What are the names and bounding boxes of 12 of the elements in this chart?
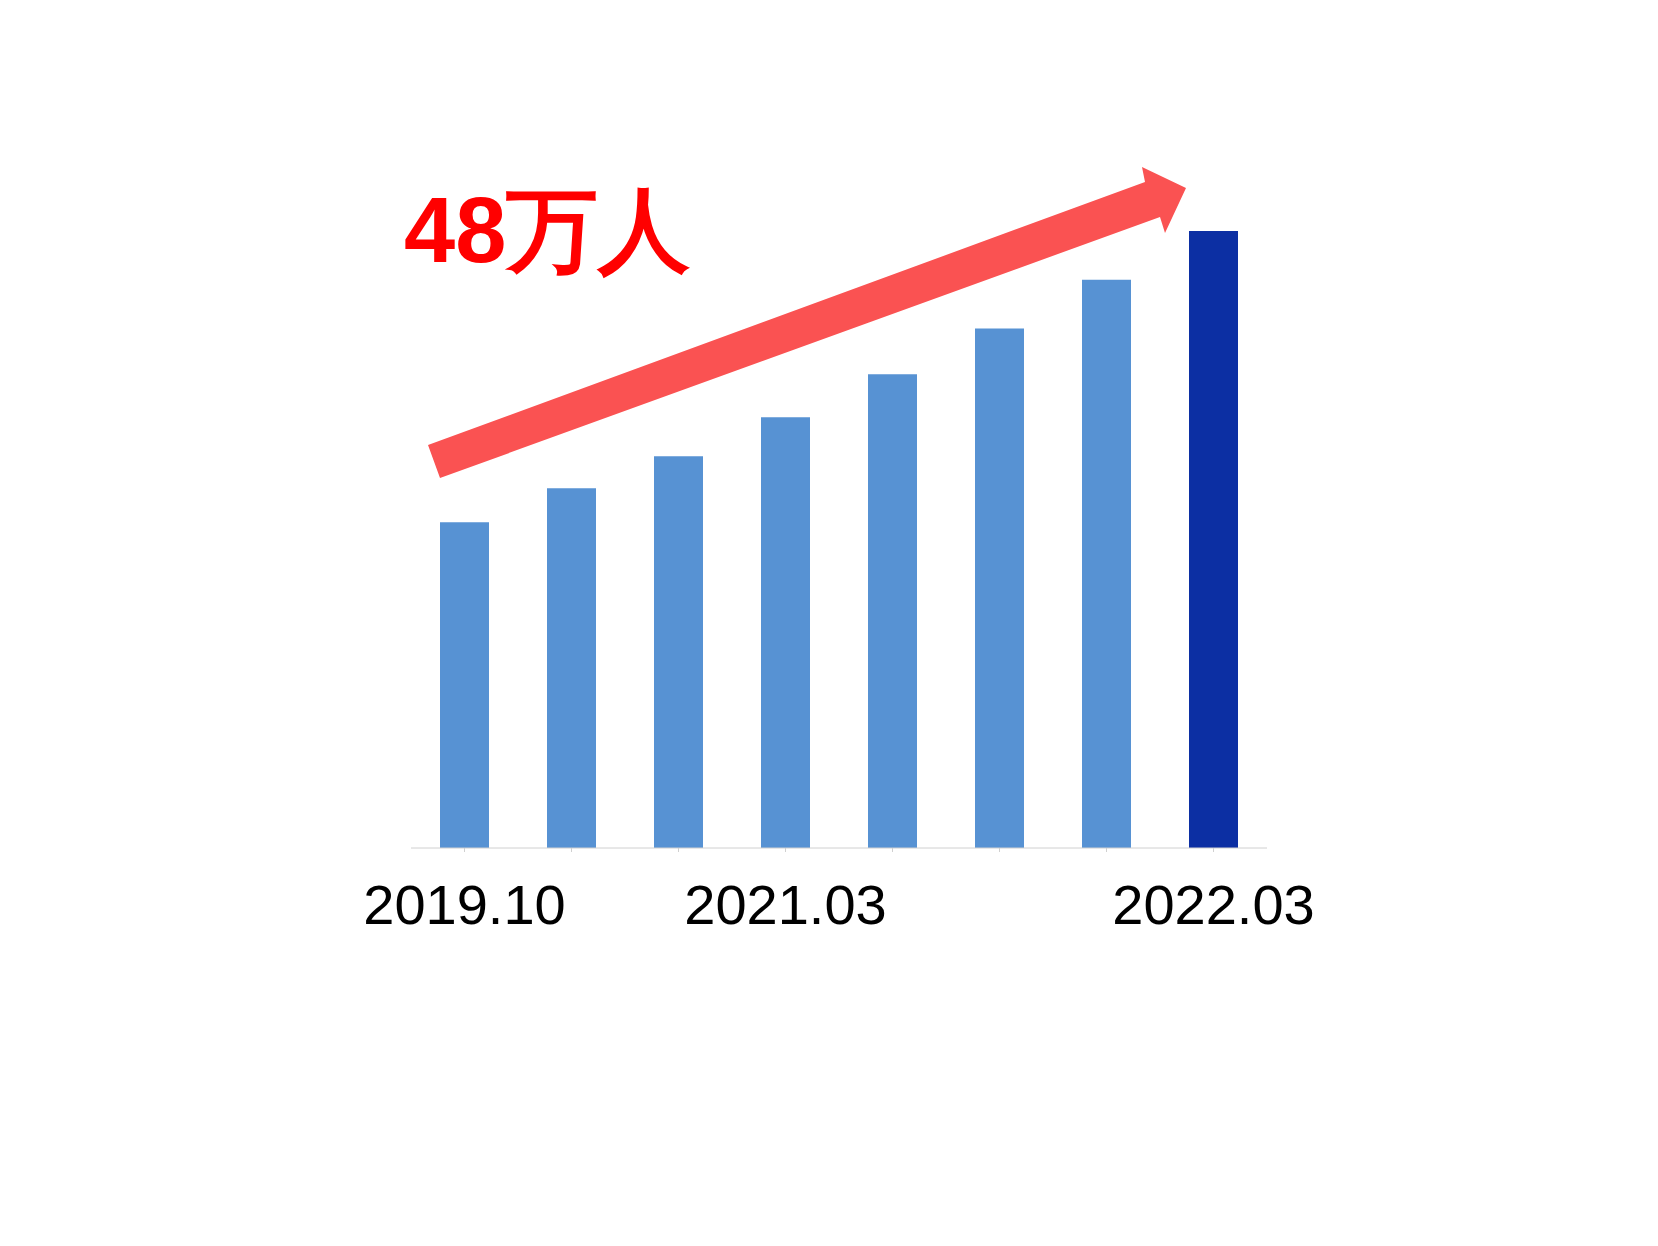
bar (1082, 279, 1131, 848)
bar (440, 522, 489, 848)
bar (1189, 231, 1238, 848)
bar (868, 374, 917, 848)
x-tick-label: 2019.10 (363, 872, 566, 936)
bar (654, 456, 703, 848)
bar (761, 417, 810, 848)
bar (975, 328, 1024, 848)
annotation: 48万人 (404, 179, 691, 281)
x-tick-label: 2022.03 (1112, 872, 1315, 936)
x-tick-label: 2021.03 (684, 872, 887, 936)
bar (547, 488, 596, 848)
